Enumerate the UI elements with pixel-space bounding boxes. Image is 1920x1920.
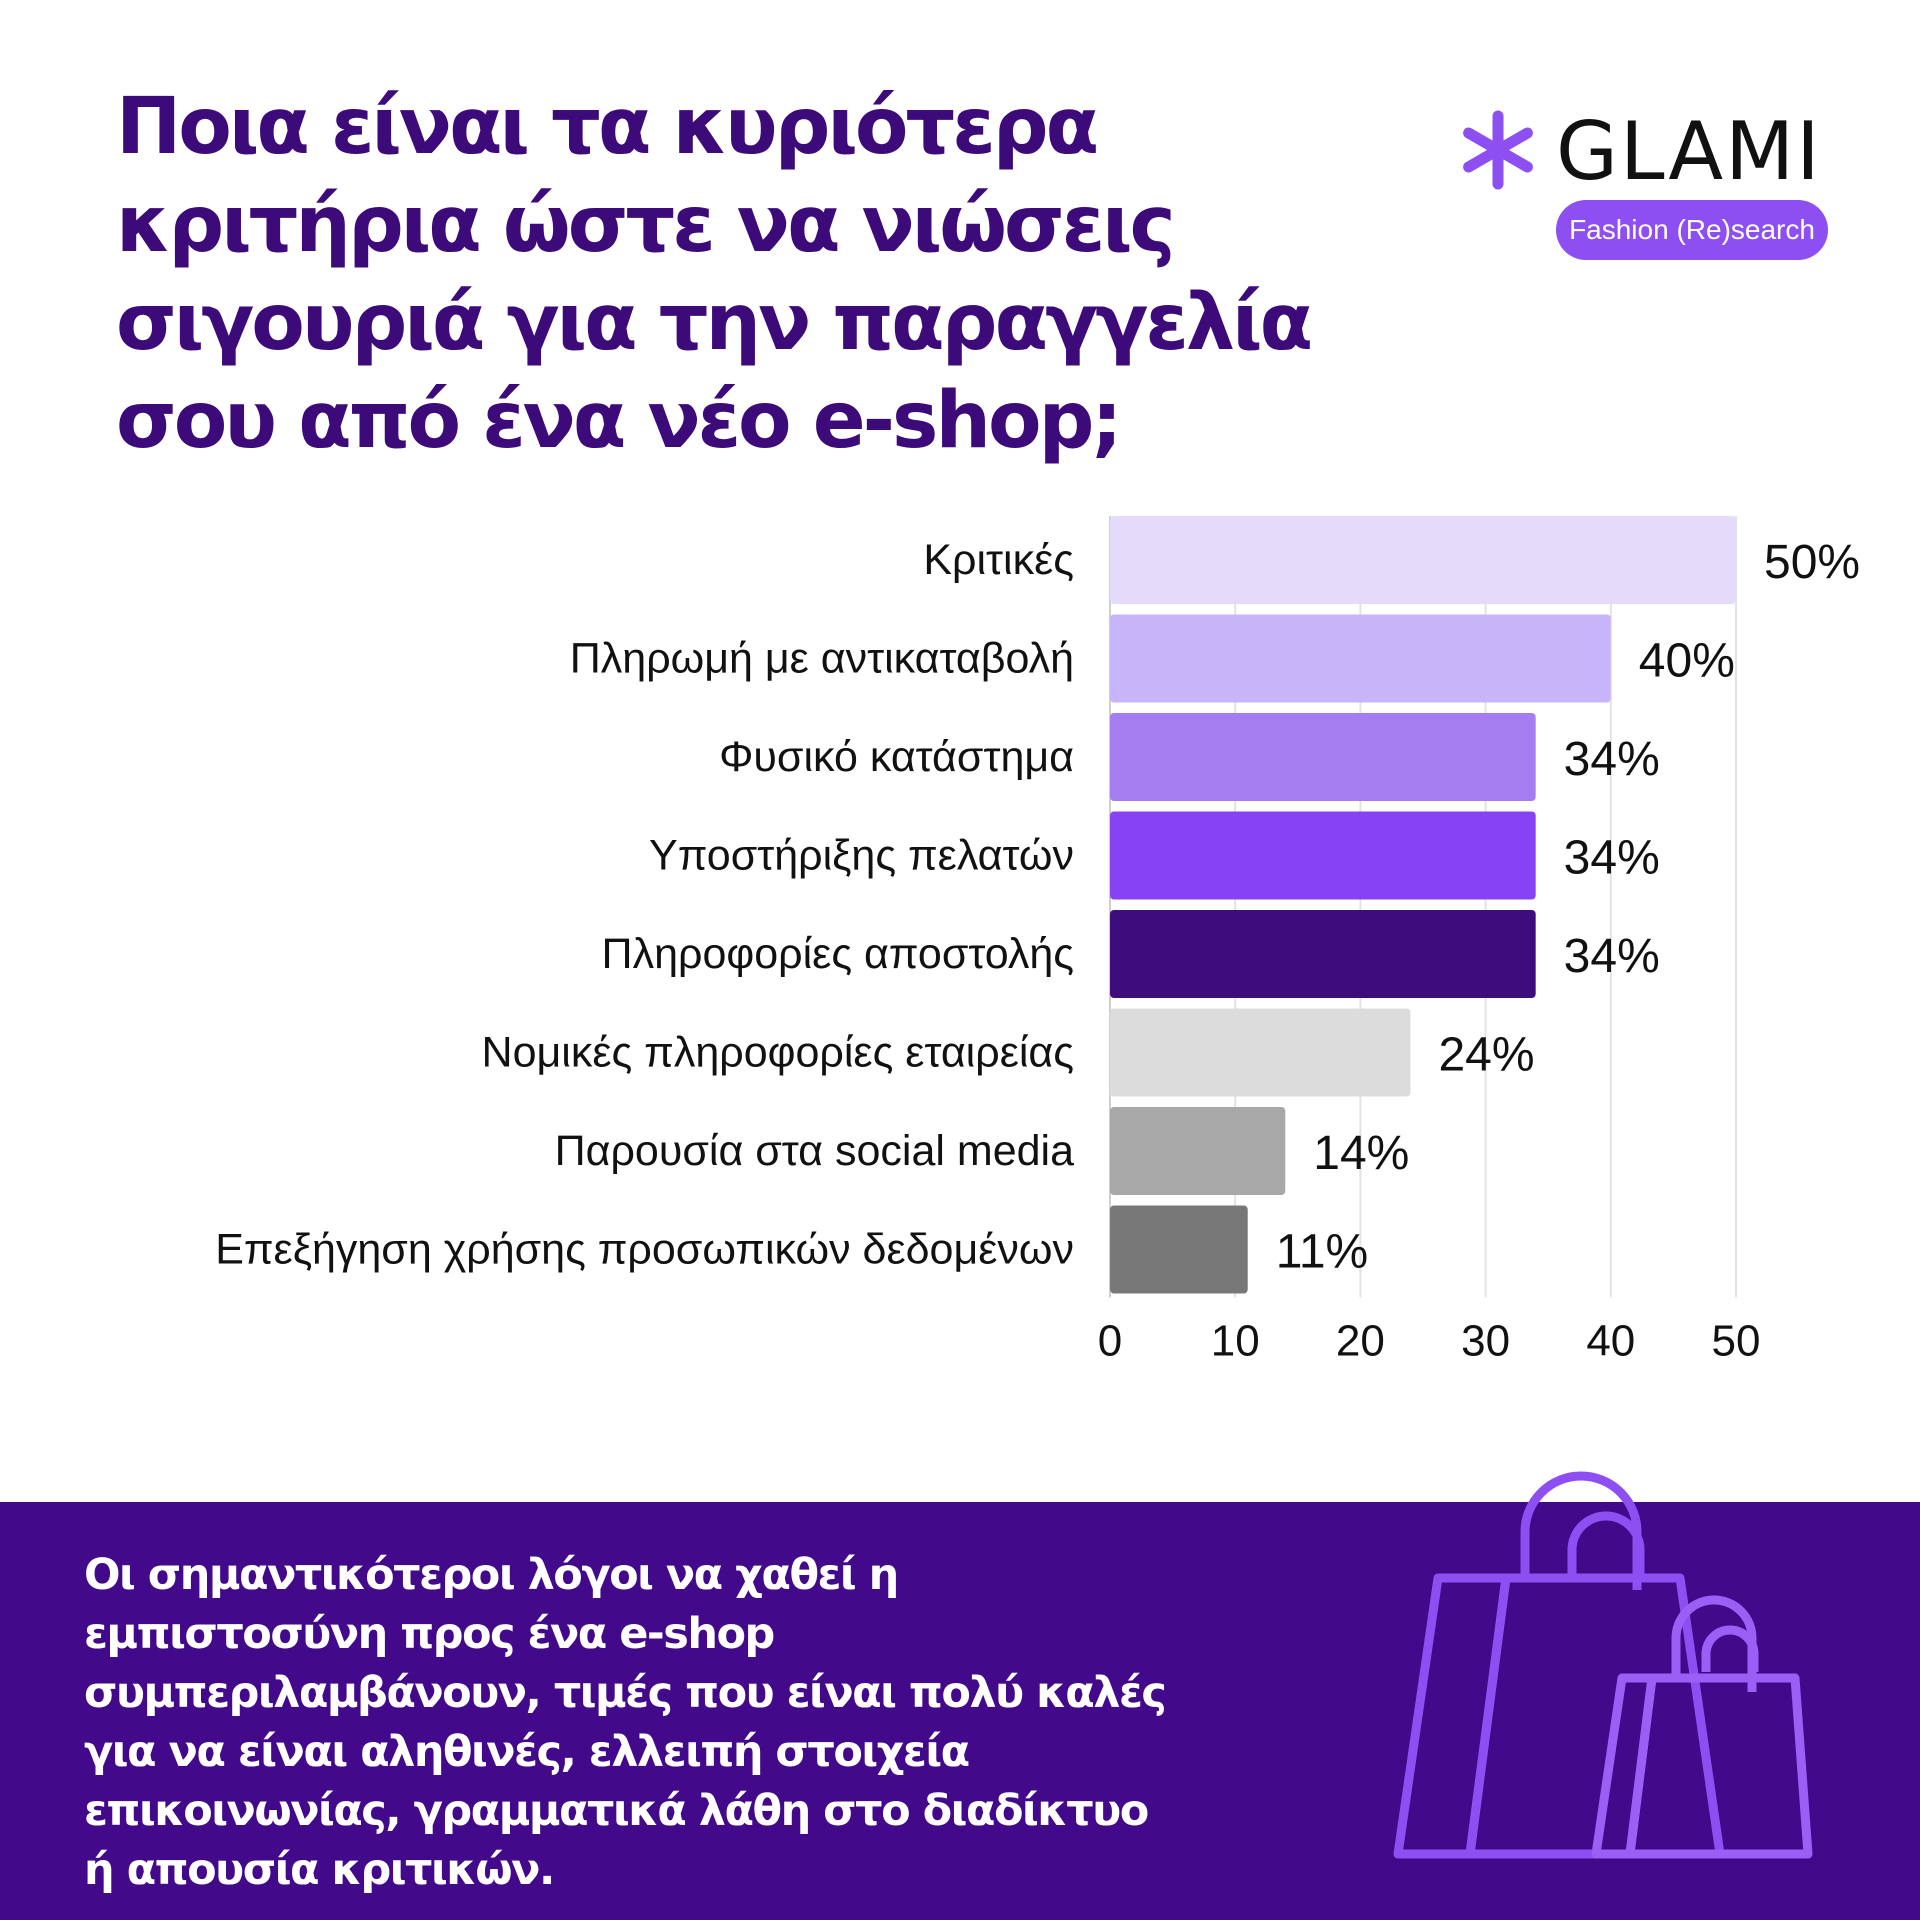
tick-label: 0 [1098,1317,1122,1366]
bar [1110,1008,1411,1097]
value-label: 50% [1764,536,1860,589]
footer-line: συμπεριλαμβάνουν, τιμές που είναι πολύ κ… [84,1668,1167,1718]
title-line: σου από ένα νέο e-shop; [116,376,1123,466]
footer-text: Οι σημαντικότεροι λόγοι να χαθεί η εμπισ… [84,1546,1254,1900]
category-label: Επεξήγηση χρήσης προσωπικών δεδομένων [215,1226,1074,1274]
title-line: σιγουριά για την παραγγελία [116,278,1313,368]
value-label: 40% [1639,635,1735,688]
value-label: 34% [1564,930,1660,983]
footer-line: ή απουσία κριτικών. [84,1845,555,1895]
tick-label: 30 [1461,1317,1510,1366]
bar [1110,614,1611,703]
value-label: 34% [1564,733,1660,786]
category-label: Κριτικές [923,536,1074,584]
glami-logo: GLAMI Fashion (Re)search [1456,105,1836,260]
category-label: Παρουσία στα social media [555,1127,1075,1175]
footer-line: για να είναι αληθινές, ελλειπή στοιχεία [84,1727,970,1777]
bar [1110,811,1536,900]
title-line: Ποια είναι τα κυριότερα [116,82,1099,172]
bar [1110,516,1736,604]
tick-label: 40 [1586,1317,1635,1366]
category-label: Φυσικό κατάστημα [719,733,1074,781]
category-label: Πληρωμή με αντικαταβολή [570,635,1074,683]
tick-label: 50 [1712,1317,1761,1366]
category-label: Υποστήριξης πελατών [649,832,1074,880]
bar [1110,1205,1248,1294]
title-line: κριτήρια ώστε να νιώσεις [116,180,1176,270]
value-label: 11% [1276,1226,1369,1279]
value-labels: 50% 40% 34% 34% 34% 24% 14% 11% [1276,536,1860,1279]
value-label: 24% [1438,1029,1534,1082]
bar [1110,1107,1286,1195]
chart-bars [1110,516,1736,1294]
footer-line: επικοινωνίας, γραμματικά λάθη στο διαδίκ… [84,1786,1149,1836]
tick-label: 20 [1336,1317,1385,1366]
logo-name: GLAMI [1556,105,1822,198]
bar [1110,910,1536,998]
logo-badge: Fashion (Re)search [1556,200,1828,260]
axis-ticks: 0 10 20 30 40 50 [1098,1317,1761,1366]
category-label: Πληροφορίες αποστολής [602,930,1074,978]
tick-label: 10 [1211,1317,1260,1366]
asterisk-icon [1463,110,1533,190]
value-label: 14% [1313,1127,1409,1180]
footer-line: εμπιστοσύνη προς ένα e-shop [84,1609,775,1659]
shopping-bags-icon [1393,1471,1813,1859]
bar-chart: Κριτικές Πληρωμή με αντικαταβολή Φυσικό κα… [215,516,1860,1366]
value-label: 34% [1564,832,1660,885]
footer-line: Οι σημαντικότεροι λόγοι να χαθεί η [84,1550,899,1600]
bar [1110,713,1536,801]
category-labels: Κριτικές Πληρωμή με αντικαταβολή Φυσικό κα… [215,536,1074,1274]
category-label: Νομικές πληροφορίες εταιρείας [482,1029,1074,1077]
page-title: Ποια είναι τα κυριότερα κριτήρια ώστε να… [116,78,1316,470]
